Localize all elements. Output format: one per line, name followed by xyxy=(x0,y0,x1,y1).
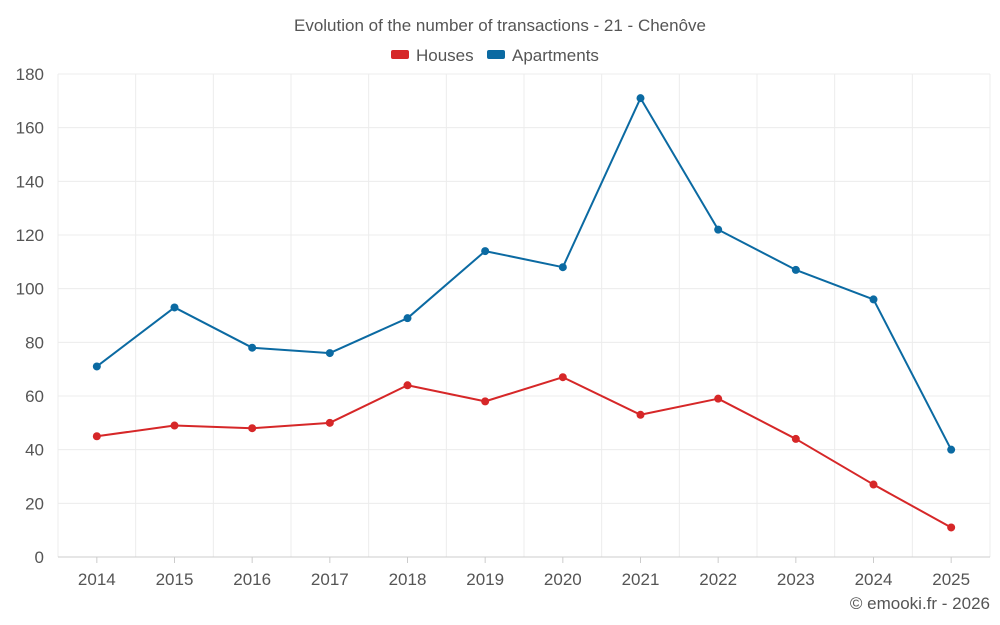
x-tick-label: 2024 xyxy=(855,570,893,589)
y-tick-label: 20 xyxy=(25,494,44,513)
legend-label-apartments[interactable]: Apartments xyxy=(512,46,599,65)
y-tick-label: 160 xyxy=(16,119,44,138)
data-point-apartments[interactable] xyxy=(325,349,334,358)
y-tick-label: 180 xyxy=(16,65,44,84)
x-tick-label: 2016 xyxy=(233,570,271,589)
y-tick-label: 0 xyxy=(35,548,44,567)
data-point-houses[interactable] xyxy=(92,432,101,441)
x-tick-label: 2015 xyxy=(156,570,194,589)
data-point-houses[interactable] xyxy=(325,418,334,427)
x-tick-label: 2025 xyxy=(932,570,970,589)
data-point-apartments[interactable] xyxy=(170,303,179,312)
data-point-houses[interactable] xyxy=(947,523,956,532)
data-point-houses[interactable] xyxy=(248,424,257,433)
x-tick-label: 2014 xyxy=(78,570,116,589)
data-point-houses[interactable] xyxy=(170,421,179,430)
y-axis-ticks: 0 20 40 60 80 100 120 140 160 180 xyxy=(16,65,44,567)
x-tick-label: 2021 xyxy=(622,570,660,589)
x-tick-label: 2020 xyxy=(544,570,582,589)
y-tick-label: 100 xyxy=(16,280,44,299)
data-point-houses[interactable] xyxy=(791,434,800,443)
x-tick-label: 2019 xyxy=(466,570,504,589)
x-tick-label: 2022 xyxy=(699,570,737,589)
data-point-houses[interactable] xyxy=(869,480,878,489)
y-tick-label: 140 xyxy=(16,172,44,191)
legend: Houses Apartments xyxy=(391,46,599,65)
data-point-apartments[interactable] xyxy=(947,445,956,454)
y-tick-label: 60 xyxy=(25,387,44,406)
series-line-houses xyxy=(96,376,952,529)
data-point-apartments[interactable] xyxy=(714,225,723,234)
data-point-apartments[interactable] xyxy=(92,362,101,371)
legend-swatch-houses[interactable] xyxy=(391,50,409,59)
series xyxy=(92,94,956,532)
y-tick-label: 40 xyxy=(25,441,44,460)
data-point-houses[interactable] xyxy=(558,373,567,382)
y-tick-label: 120 xyxy=(16,226,44,245)
series-line-apartments xyxy=(96,97,953,451)
data-point-apartments[interactable] xyxy=(248,343,257,352)
credit-text: © emooki.fr - 2026 xyxy=(850,594,990,613)
data-point-apartments[interactable] xyxy=(791,265,800,274)
x-tick-label: 2018 xyxy=(389,570,427,589)
data-point-apartments[interactable] xyxy=(558,263,567,272)
x-tick-label: 2017 xyxy=(311,570,349,589)
x-axis-ticks: 2014 2015 2016 2017 2018 2019 2020 2021 2022 2023… xyxy=(78,557,970,589)
data-point-apartments[interactable] xyxy=(481,247,490,256)
data-point-houses[interactable] xyxy=(403,381,412,390)
data-point-apartments[interactable] xyxy=(636,94,645,103)
data-point-houses[interactable] xyxy=(481,397,490,406)
gridlines xyxy=(57,73,991,557)
data-point-apartments[interactable] xyxy=(403,314,412,323)
data-point-apartments[interactable] xyxy=(869,295,878,304)
data-point-houses[interactable] xyxy=(714,394,723,403)
chart-title: Evolution of the number of transactions … xyxy=(294,16,706,35)
data-point-houses[interactable] xyxy=(636,410,645,419)
y-tick-label: 80 xyxy=(25,333,44,352)
legend-label-houses[interactable]: Houses xyxy=(416,46,474,65)
x-tick-label: 2023 xyxy=(777,570,815,589)
legend-swatch-apartments[interactable] xyxy=(487,50,505,59)
